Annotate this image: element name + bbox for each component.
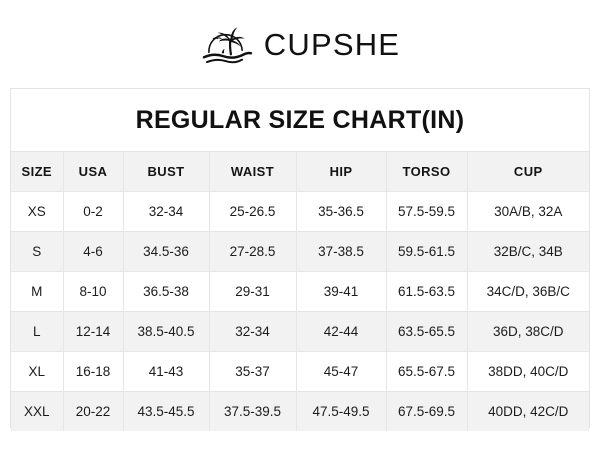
table-row: XL 16-18 41-43 35-37 45-47 65.5-67.5 38D… [11,351,589,392]
table-row: XXL 20-22 43.5-45.5 37.5-39.5 47.5-49.5 … [11,391,589,431]
table-row: S 4-6 34.5-36 27-28.5 37-38.5 59.5-61.5 … [11,231,589,272]
table-row: M 8-10 36.5-38 29-31 39-41 61.5-63.5 34C… [11,271,589,312]
cell-cup: 40DD, 42C/D [466,391,589,431]
cell-torso: 65.5-67.5 [385,351,467,392]
cell-size: XL [11,351,63,392]
cell-torso: 57.5-59.5 [385,191,467,232]
cell-bust: 32-34 [122,191,209,232]
cell-hip: 35-36.5 [295,191,386,232]
cell-cup: 32B/C, 34B [466,231,589,272]
cell-bust: 36.5-38 [122,271,209,312]
column-header-cup: CUP [466,151,589,192]
cell-hip: 45-47 [295,351,386,392]
size-chart-card: REGULAR SIZE CHART(IN) SIZE USA BUST WAI… [10,88,590,431]
cell-cup: 38DD, 40C/D [466,351,589,392]
column-header-bust: BUST [122,151,209,192]
cell-hip: 37-38.5 [295,231,386,272]
cell-torso: 61.5-63.5 [385,271,467,312]
cell-bust: 34.5-36 [122,231,209,272]
cell-cup: 34C/D, 36B/C [466,271,589,312]
cell-torso: 67.5-69.5 [385,391,467,431]
cell-size: XS [11,191,63,232]
cell-waist: 37.5-39.5 [208,391,296,431]
cell-usa: 16-18 [62,351,123,392]
cell-size: XXL [11,391,63,431]
cell-usa: 20-22 [62,391,123,431]
cell-usa: 8-10 [62,271,123,312]
cell-waist: 32-34 [208,311,296,352]
cell-usa: 12-14 [62,311,123,352]
cell-waist: 27-28.5 [208,231,296,272]
cell-size: L [11,311,63,352]
cell-hip: 47.5-49.5 [295,391,386,431]
cell-bust: 43.5-45.5 [122,391,209,431]
column-header-torso: TORSO [385,151,467,192]
cell-waist: 29-31 [208,271,296,312]
page-title: REGULAR SIZE CHART(IN) [11,89,589,151]
table-row: L 12-14 38.5-40.5 32-34 42-44 63.5-65.5 … [11,311,589,352]
brand-header: CUPSHE [0,0,600,88]
column-header-hip: HIP [295,151,386,192]
cell-usa: 0-2 [62,191,123,232]
cell-size: S [11,231,63,272]
cell-hip: 42-44 [295,311,386,352]
cell-hip: 39-41 [295,271,386,312]
column-header-waist: WAIST [208,151,296,192]
cell-usa: 4-6 [62,231,123,272]
column-header-usa: USA [62,151,123,192]
cell-cup: 30A/B, 32A [466,191,589,232]
size-chart-table: SIZE USA BUST WAIST HIP TORSO CUP XS 0-2… [11,151,589,431]
cell-size: M [11,271,63,312]
brand-name: CUPSHE [263,26,401,62]
cell-bust: 41-43 [122,351,209,392]
cell-torso: 63.5-65.5 [385,311,467,352]
cell-waist: 25-26.5 [208,191,296,232]
table-row: XS 0-2 32-34 25-26.5 35-36.5 57.5-59.5 3… [11,191,589,232]
cell-waist: 35-37 [208,351,296,392]
cell-torso: 59.5-61.5 [385,231,467,272]
cell-cup: 36D, 38C/D [466,311,589,352]
table-header-row: SIZE USA BUST WAIST HIP TORSO CUP [11,151,589,192]
palm-tree-island-icon [200,22,254,66]
column-header-size: SIZE [11,151,63,192]
cell-bust: 38.5-40.5 [122,311,209,352]
